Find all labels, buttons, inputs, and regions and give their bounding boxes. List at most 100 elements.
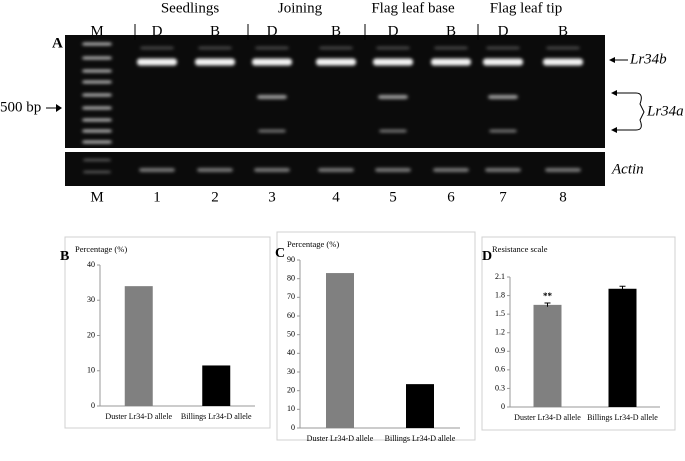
y-tick-label: 0 [501, 402, 505, 411]
band [255, 46, 289, 50]
lane-number: 1 [153, 189, 161, 205]
panel-label: C [275, 246, 285, 261]
arrowhead [56, 104, 62, 112]
panel-label: D [482, 249, 492, 264]
y-tick-label: 0.9 [495, 346, 505, 355]
group-label: Seedlings [161, 0, 219, 16]
y-tick-label: 50 [287, 329, 295, 338]
y-tick-label: 2.1 [495, 272, 505, 281]
gel-text: Seedlings Joining Flag leaf base Flag leaf … [90, 0, 568, 205]
x-tick-label: Billings Lr34-D allele [385, 434, 456, 443]
bar [533, 304, 562, 407]
band [82, 140, 112, 144]
lane-number: 4 [332, 189, 340, 205]
y-tick-label: 0.6 [495, 365, 505, 374]
arrowhead [611, 90, 617, 133]
band [140, 46, 174, 50]
band [139, 168, 175, 172]
x-tick-label: Billings Lr34-D allele [181, 412, 252, 421]
bar [202, 365, 231, 406]
band [257, 95, 287, 99]
lane-number: 2 [211, 189, 219, 205]
band [83, 171, 111, 173]
band [137, 58, 177, 66]
y-tick-label: 10 [87, 366, 95, 375]
x-tick-label: Duster Lr34-D allele [514, 413, 581, 422]
group-label: Joining [278, 0, 323, 16]
band [485, 168, 521, 172]
band [434, 46, 468, 50]
band [379, 129, 407, 133]
group-label: Flag leaf base [371, 0, 455, 16]
band-label: Lr34a [646, 103, 684, 119]
y-tick-label: 30 [87, 295, 95, 304]
y-tick-label: 60 [287, 311, 295, 320]
error-bar [619, 285, 626, 292]
band-label: Lr34b [629, 51, 667, 67]
lane-number: M [90, 189, 103, 205]
band [195, 58, 235, 66]
chart-frame [481, 236, 676, 431]
band [82, 118, 112, 122]
y-tick-label: 40 [87, 260, 95, 269]
y-tick-label: 0 [291, 423, 295, 432]
y-tick-label: 80 [287, 273, 295, 282]
band [316, 58, 356, 66]
band [489, 129, 517, 133]
band [486, 46, 520, 50]
band [258, 129, 286, 133]
panel-label: B [60, 249, 69, 264]
band [82, 106, 112, 110]
band [545, 168, 581, 172]
lane-header: B [210, 23, 220, 39]
brace [613, 92, 645, 131]
y-tick-label: 10 [287, 404, 295, 413]
y-tick-label: 40 [287, 348, 295, 357]
band [376, 46, 410, 50]
y-axis-label: Resistance scale [492, 244, 548, 254]
y-tick-label: 1.8 [495, 290, 505, 299]
lane-header: B [446, 23, 456, 39]
y-tick-label: 0.3 [495, 383, 505, 392]
y-tick-label: 30 [287, 367, 295, 376]
y-tick-label: 20 [87, 330, 95, 339]
band [483, 58, 523, 66]
lane-header: B [558, 23, 568, 39]
band [319, 46, 353, 50]
band [543, 58, 583, 66]
band [254, 168, 290, 172]
band [82, 129, 112, 133]
y-tick-label: 1.5 [495, 309, 505, 318]
lane-number: 7 [499, 189, 507, 205]
annotation: ** [543, 291, 553, 301]
band [433, 168, 469, 172]
lane-header: B [331, 23, 341, 39]
arrowhead [609, 57, 615, 63]
marker-label: 500 bp [0, 99, 41, 115]
lane-header: D [498, 23, 509, 39]
band [375, 168, 411, 172]
lane-header: D [152, 23, 163, 39]
bar [326, 273, 354, 428]
band [252, 58, 292, 66]
error-bar [544, 302, 551, 307]
band [82, 42, 112, 46]
bands [82, 42, 583, 173]
band [83, 159, 111, 161]
gel-image [65, 35, 605, 148]
charts: B Percentage (%) 0 10 20 30 40 Duster Lr34-D al… [60, 231, 676, 443]
band [431, 58, 471, 66]
lane-header: M [90, 23, 103, 39]
band [373, 58, 413, 66]
band-label: Actin [611, 161, 644, 177]
lane-number: 8 [559, 189, 567, 205]
chart-frame [64, 236, 271, 429]
panel-label: A [52, 35, 63, 51]
y-axis-label: Percentage (%) [287, 239, 339, 249]
bar [406, 384, 434, 428]
band [82, 56, 112, 60]
x-tick-label: Duster Lr34-D allele [105, 412, 172, 421]
chart-frame [276, 231, 476, 441]
lane-number: 6 [447, 189, 455, 205]
